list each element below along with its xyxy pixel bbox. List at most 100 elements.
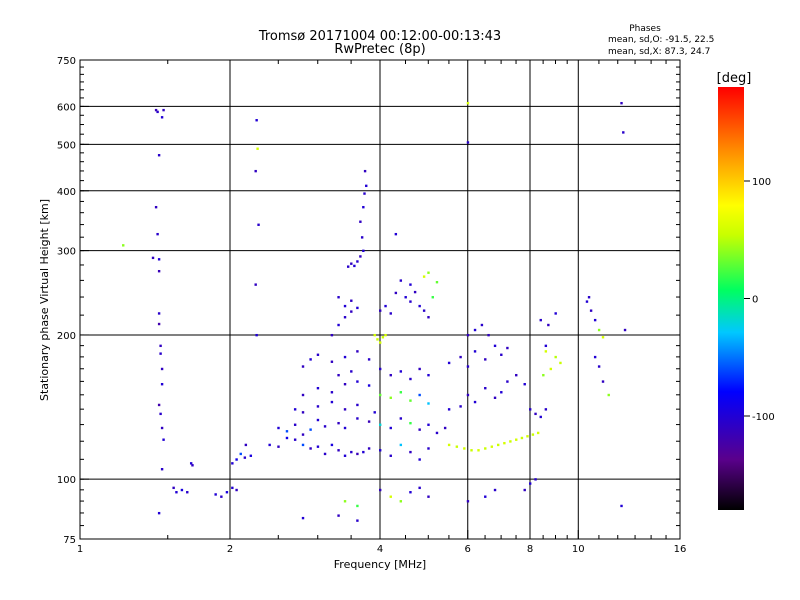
data-point [447, 361, 451, 365]
data-point [466, 393, 470, 397]
data-point [473, 350, 477, 353]
data-point [214, 493, 217, 496]
data-point [301, 433, 305, 436]
data-point [389, 312, 392, 315]
data-point [359, 255, 362, 258]
data-point [547, 323, 550, 327]
data-point [356, 403, 359, 407]
data-point [154, 108, 158, 112]
data-point [373, 333, 376, 337]
data-point [554, 312, 557, 315]
data-point [422, 275, 426, 278]
data-point [249, 454, 253, 457]
data-point [356, 306, 359, 310]
data-point [394, 291, 398, 295]
data-point [337, 296, 340, 299]
colorbar-ticks: 100 0 -100 [744, 177, 775, 423]
data-point [409, 491, 412, 494]
data-point [343, 316, 347, 319]
data-point [243, 456, 247, 459]
data-point [466, 333, 470, 337]
data-point [427, 402, 430, 405]
data-point [587, 296, 591, 299]
grid-lines [80, 60, 680, 539]
data-point [239, 452, 242, 456]
data-point [175, 491, 178, 494]
data-point [515, 373, 518, 377]
data-point [484, 386, 487, 390]
data-point [389, 454, 392, 457]
data-point [404, 296, 407, 299]
data-point [231, 462, 234, 465]
data-point [356, 519, 359, 522]
data-point [285, 430, 289, 433]
y-tick-label: 400 [57, 187, 76, 198]
data-point [160, 367, 164, 371]
stats-line-x: mean, sd,X: 87.3, 24.7 [608, 47, 710, 57]
data-point [427, 495, 430, 498]
y-axis-label: Stationary phase Virtual Height [km] [38, 199, 51, 401]
y-tick-label: 750 [57, 56, 76, 67]
data-point [157, 258, 161, 261]
data-point [365, 184, 368, 188]
data-point [172, 486, 175, 490]
data-point [255, 119, 258, 122]
x-tick-label: 4 [377, 544, 383, 555]
data-point [500, 353, 503, 356]
data-point [160, 382, 164, 386]
data-point [343, 304, 347, 308]
data-point [376, 338, 379, 341]
data-point [607, 393, 610, 397]
data-point [157, 154, 161, 157]
data-point [466, 101, 470, 105]
data-point [597, 365, 601, 368]
data-point [515, 438, 518, 441]
data-point [343, 382, 347, 386]
data-point [160, 426, 164, 430]
data-point [343, 408, 347, 411]
data-point [389, 426, 392, 430]
data-point [316, 405, 320, 408]
data-point [526, 435, 529, 438]
data-point [330, 443, 334, 447]
data-point [346, 265, 350, 268]
data-point [529, 408, 532, 411]
colorbar-label: [deg] [717, 71, 752, 86]
data-point [544, 408, 548, 411]
data-point [367, 358, 371, 361]
data-point [422, 309, 426, 312]
data-point [356, 380, 359, 383]
data-point [350, 299, 353, 302]
x-tick-label: 2 [227, 544, 233, 555]
data-point [337, 449, 340, 452]
data-points [122, 101, 627, 522]
data-point [343, 500, 347, 503]
data-point [520, 436, 524, 440]
data-point [156, 110, 159, 114]
data-point [316, 386, 320, 390]
data-point [523, 382, 526, 386]
data-point [427, 271, 430, 274]
data-point [162, 108, 165, 112]
data-point [277, 426, 280, 430]
data-point [623, 328, 627, 332]
data-point [330, 360, 334, 363]
data-point [484, 495, 487, 498]
data-point [487, 333, 490, 337]
data-point [330, 391, 334, 394]
data-point [330, 333, 334, 337]
data-point [301, 365, 305, 368]
data-point [459, 405, 462, 408]
data-point [257, 223, 260, 226]
data-point [544, 350, 548, 353]
data-point [363, 192, 366, 195]
data-point [356, 452, 359, 456]
data-point [189, 462, 193, 465]
data-point [379, 393, 382, 397]
data-point [496, 443, 500, 447]
data-point [367, 447, 371, 450]
data-point [379, 423, 382, 426]
data-point [186, 491, 189, 494]
data-point [379, 309, 382, 312]
x-tick-label: 1 [77, 544, 83, 555]
